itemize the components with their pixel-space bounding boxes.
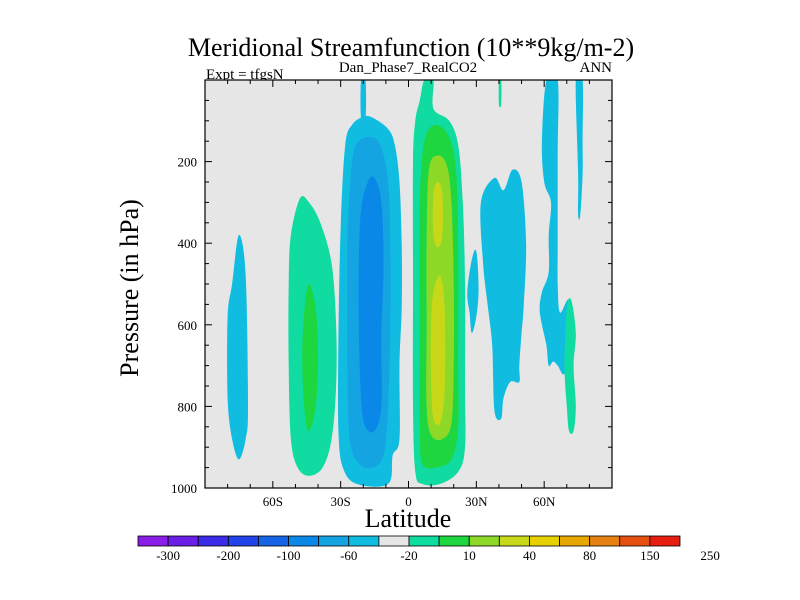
- colorbar-swatch: [529, 535, 560, 547]
- colorbar-swatch: [649, 535, 681, 547]
- colorbar-label: 10: [463, 548, 476, 563]
- y-tick-label: 200: [178, 155, 198, 170]
- colorbar-label: -100: [277, 548, 301, 563]
- x-axis-label: Latitude: [365, 504, 452, 533]
- x-tick-label: 60S: [263, 494, 283, 509]
- x-tick-label: 30N: [465, 494, 488, 509]
- chart-subtitle: Dan_Phase7_RealCO2: [339, 60, 477, 76]
- season-label: ANN: [580, 60, 613, 76]
- colorbar-swatch: [468, 535, 500, 547]
- y-tick-label: 1000: [171, 481, 197, 496]
- colorbar-label: 80: [583, 548, 596, 563]
- colorbar-swatch: [167, 535, 199, 547]
- colorbar-swatch: [559, 535, 591, 547]
- contour-region-14: [539, 80, 572, 375]
- colorbar-swatch: [498, 535, 530, 547]
- colorbar-swatch: [408, 535, 440, 547]
- contour-region-11: [432, 182, 443, 248]
- colorbar-swatch: [378, 535, 410, 547]
- colorbar-label: 250: [700, 548, 720, 563]
- colorbar-swatch: [619, 535, 651, 547]
- colorbar-swatch: [258, 535, 289, 547]
- contour-region-2: [302, 284, 319, 431]
- contour-region-10: [430, 275, 446, 426]
- contour-region-6: [358, 176, 384, 433]
- experiment-label: Expt = tfgsN: [206, 67, 284, 83]
- colorbar-label: -60: [340, 548, 357, 563]
- y-tick-label: 800: [178, 399, 198, 414]
- x-tick-label: 0: [405, 494, 412, 509]
- contour-region-0: [227, 234, 248, 460]
- colorbar-label: 150: [640, 548, 660, 563]
- contour-region-16: [498, 80, 502, 108]
- colorbar-swatch: [137, 535, 169, 547]
- contour-region-12: [480, 169, 527, 421]
- contour-fills: [227, 80, 584, 487]
- chart-title: Meridional Streamfunction (10**9kg/m-2): [188, 33, 634, 62]
- colorbar-swatch: [227, 535, 259, 547]
- colorbar-label: -200: [216, 548, 240, 563]
- x-axis: 60S 30S 0 30N 60N: [204, 80, 613, 509]
- contour-region-15: [575, 80, 584, 220]
- colorbar-label: 40: [523, 548, 536, 563]
- y-tick-label: 400: [178, 236, 198, 251]
- colorbar-swatch: [288, 535, 320, 547]
- x-tick-label: 60N: [533, 494, 556, 509]
- colorbar-swatch: [348, 535, 380, 547]
- contour-region-4: [360, 80, 367, 124]
- y-axis-label: Pressure (in hPa): [115, 199, 144, 377]
- colorbar-swatch: [318, 535, 350, 547]
- contour-region-17: [564, 298, 576, 434]
- colorbar-label: -20: [400, 548, 417, 563]
- colorbar-swatch: [589, 535, 621, 547]
- colorbar-swatch: [197, 535, 229, 547]
- y-axis: 200 400 600 800 1000: [171, 79, 612, 496]
- colorbar-label: -300: [156, 548, 180, 563]
- x-tick-label: 30S: [331, 494, 351, 509]
- contour-region-13: [467, 249, 479, 334]
- y-tick-label: 600: [178, 318, 198, 333]
- colorbar: -300 -200 -100 -60 -20 10 40 80 150 250: [137, 535, 720, 563]
- colorbar-swatch: [438, 535, 470, 547]
